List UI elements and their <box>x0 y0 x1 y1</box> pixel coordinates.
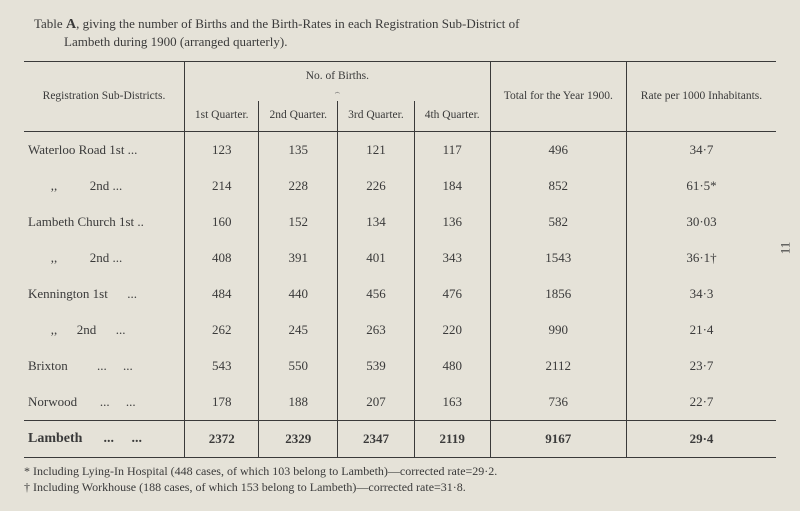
header-q3: 3rd Quarter. <box>338 101 415 131</box>
row-label: Waterloo Road 1st ... <box>24 132 185 169</box>
table-row: Kennington 1st ... 484 440 456 476 1856 … <box>24 276 776 312</box>
header-q4: 4th Quarter. <box>414 101 490 131</box>
cell-q1: 178 <box>185 384 259 421</box>
total-rate: 29·4 <box>626 421 776 458</box>
table-title: Table A, giving the number of Births and… <box>24 16 776 51</box>
cell-q4: 476 <box>414 276 490 312</box>
row-label: Brixton ... ... <box>24 348 185 384</box>
cell-q1: 214 <box>185 168 259 204</box>
footnotes: * Including Lying-In Hospital (448 cases… <box>24 464 776 495</box>
total-q2: 2329 <box>259 421 338 458</box>
title-prefix: Table <box>34 16 63 31</box>
total-q4: 2119 <box>414 421 490 458</box>
cell-rate: 61·5* <box>626 168 776 204</box>
total-row: Lambeth ... ... 2372 2329 2347 2119 9167… <box>24 421 776 458</box>
title-letter: A <box>66 17 76 32</box>
footnote-2: † Including Workhouse (188 cases, of whi… <box>24 480 776 496</box>
cell-q2: 188 <box>259 384 338 421</box>
header-q1: 1st Quarter. <box>185 101 259 131</box>
row-label: Lambeth Church 1st .. <box>24 204 185 240</box>
cell-total: 496 <box>490 132 626 169</box>
cell-total: 852 <box>490 168 626 204</box>
title-rest: , giving the number of Births and the Bi… <box>76 16 519 31</box>
cell-total: 1543 <box>490 240 626 276</box>
cell-q4: 480 <box>414 348 490 384</box>
row-label: ,, 2nd ... <box>24 240 185 276</box>
total-q1: 2372 <box>185 421 259 458</box>
total-label: Lambeth ... ... <box>24 421 185 458</box>
cell-rate: 34·3 <box>626 276 776 312</box>
cell-q3: 226 <box>338 168 415 204</box>
cell-q3: 263 <box>338 312 415 348</box>
header-no-births: No. of Births. <box>185 62 491 92</box>
cell-rate: 21·4 <box>626 312 776 348</box>
cell-rate: 22·7 <box>626 384 776 421</box>
cell-q3: 207 <box>338 384 415 421</box>
cell-q2: 135 <box>259 132 338 169</box>
cell-q3: 539 <box>338 348 415 384</box>
row-label: Kennington 1st ... <box>24 276 185 312</box>
row-label: ,, 2nd ... <box>24 168 185 204</box>
table-row: Waterloo Road 1st ... 123 135 121 117 49… <box>24 132 776 169</box>
cell-rate: 23·7 <box>626 348 776 384</box>
curly-brace: ⏞ <box>185 92 491 102</box>
cell-total: 2112 <box>490 348 626 384</box>
cell-q3: 401 <box>338 240 415 276</box>
cell-q3: 121 <box>338 132 415 169</box>
header-registration: Registration Sub-Districts. <box>24 62 185 132</box>
total-total: 9167 <box>490 421 626 458</box>
cell-q2: 391 <box>259 240 338 276</box>
cell-q1: 484 <box>185 276 259 312</box>
cell-q4: 343 <box>414 240 490 276</box>
page-number: 11 <box>778 242 794 255</box>
table-row: Brixton ... ... 543 550 539 480 2112 23·… <box>24 348 776 384</box>
cell-q1: 543 <box>185 348 259 384</box>
cell-q2: 228 <box>259 168 338 204</box>
cell-rate: 30·03 <box>626 204 776 240</box>
cell-q4: 117 <box>414 132 490 169</box>
cell-total: 990 <box>490 312 626 348</box>
cell-q2: 152 <box>259 204 338 240</box>
header-total: Total for the Year 1900. <box>490 62 626 132</box>
table-body: Waterloo Road 1st ... 123 135 121 117 49… <box>24 132 776 458</box>
cell-total: 736 <box>490 384 626 421</box>
cell-q4: 184 <box>414 168 490 204</box>
row-label: ,, 2nd ... <box>24 312 185 348</box>
cell-q3: 134 <box>338 204 415 240</box>
cell-q2: 245 <box>259 312 338 348</box>
cell-q2: 550 <box>259 348 338 384</box>
cell-rate: 34·7 <box>626 132 776 169</box>
table-row: Lambeth Church 1st .. 160 152 134 136 58… <box>24 204 776 240</box>
header-q2: 2nd Quarter. <box>259 101 338 131</box>
cell-total: 582 <box>490 204 626 240</box>
births-table: Registration Sub-Districts. No. of Birth… <box>24 61 776 458</box>
table-row: ,, 2nd ... 214 228 226 184 852 61·5* <box>24 168 776 204</box>
table-row: ,, 2nd ... 262 245 263 220 990 21·4 <box>24 312 776 348</box>
cell-q1: 160 <box>185 204 259 240</box>
cell-q3: 456 <box>338 276 415 312</box>
cell-q4: 220 <box>414 312 490 348</box>
table-row: Norwood ... ... 178 188 207 163 736 22·7 <box>24 384 776 421</box>
row-label: Norwood ... ... <box>24 384 185 421</box>
cell-q2: 440 <box>259 276 338 312</box>
footnote-1: * Including Lying-In Hospital (448 cases… <box>24 464 776 480</box>
cell-total: 1856 <box>490 276 626 312</box>
table-row: ,, 2nd ... 408 391 401 343 1543 36·1† <box>24 240 776 276</box>
cell-q1: 408 <box>185 240 259 276</box>
cell-q4: 163 <box>414 384 490 421</box>
cell-rate: 36·1† <box>626 240 776 276</box>
title-line2: Lambeth during 1900 (arranged quarterly)… <box>34 34 776 51</box>
cell-q4: 136 <box>414 204 490 240</box>
header-rate: Rate per 1000 Inhabitants. <box>626 62 776 132</box>
cell-q1: 123 <box>185 132 259 169</box>
cell-q1: 262 <box>185 312 259 348</box>
total-q3: 2347 <box>338 421 415 458</box>
